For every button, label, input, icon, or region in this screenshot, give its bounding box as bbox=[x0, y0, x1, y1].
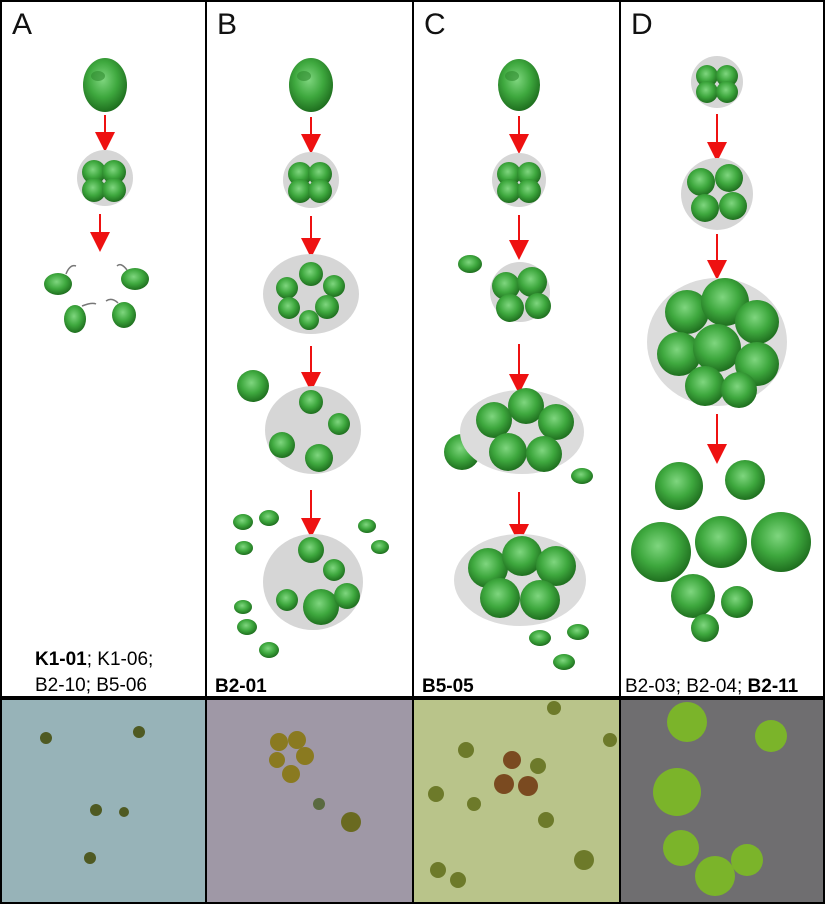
panel-a-letter: A bbox=[12, 8, 33, 41]
strain-list: B2-01 bbox=[215, 674, 267, 697]
single-cell bbox=[83, 58, 127, 112]
panel-d: D bbox=[619, 0, 825, 698]
fragmenting-colony bbox=[237, 370, 361, 474]
expanding-colony bbox=[263, 254, 359, 334]
panel-b-diagram bbox=[233, 58, 389, 658]
sheathed-colony bbox=[77, 150, 133, 206]
mature-colony bbox=[454, 534, 589, 670]
highlighted-strain: B2-01 bbox=[215, 676, 267, 697]
sheathed-colony bbox=[492, 153, 546, 207]
panel-d-letter: D bbox=[631, 8, 653, 41]
panel-b: B bbox=[205, 0, 414, 698]
strain-list: B2-03; B2-04; B2-11 bbox=[625, 676, 799, 697]
micrograph-d bbox=[619, 698, 825, 904]
large-colony bbox=[647, 278, 787, 408]
sheathed-colony bbox=[691, 56, 743, 108]
single-cell bbox=[289, 58, 333, 112]
strain-list: B5-05 bbox=[422, 674, 474, 697]
large-colony bbox=[444, 388, 593, 484]
panel-a: A K1-01; K1-06; B2-10; B5-06 bbox=[0, 0, 207, 698]
strain-list: K1-01; K1-06; B2-10; B5-06 bbox=[35, 649, 154, 696]
growing-colony bbox=[681, 158, 753, 230]
micrograph-a-image bbox=[40, 726, 145, 864]
dispersed-colonies bbox=[631, 460, 811, 642]
released-zoospores bbox=[233, 510, 389, 658]
sheathed-colony bbox=[283, 152, 339, 208]
micrograph-c-image bbox=[428, 701, 617, 888]
micrograph-d-image bbox=[653, 702, 787, 896]
panel-c-diagram bbox=[444, 59, 593, 670]
zoospores bbox=[44, 263, 149, 333]
growing-colony bbox=[458, 255, 551, 322]
panel-c: C bbox=[412, 0, 621, 698]
micrograph-c bbox=[412, 698, 621, 904]
panel-c-letter: C bbox=[424, 8, 446, 41]
micrograph-a bbox=[0, 698, 207, 904]
panel-b-letter: B bbox=[217, 8, 238, 41]
micrograph-b bbox=[205, 698, 414, 904]
micrograph-b-image bbox=[269, 731, 361, 832]
single-cell bbox=[498, 59, 540, 111]
highlighted-strain: K1-01 bbox=[35, 649, 87, 670]
highlighted-strain: B2-11 bbox=[747, 676, 799, 697]
panel-d-diagram bbox=[631, 56, 811, 642]
highlighted-strain: B5-05 bbox=[422, 676, 474, 697]
panel-a-diagram bbox=[44, 58, 149, 333]
